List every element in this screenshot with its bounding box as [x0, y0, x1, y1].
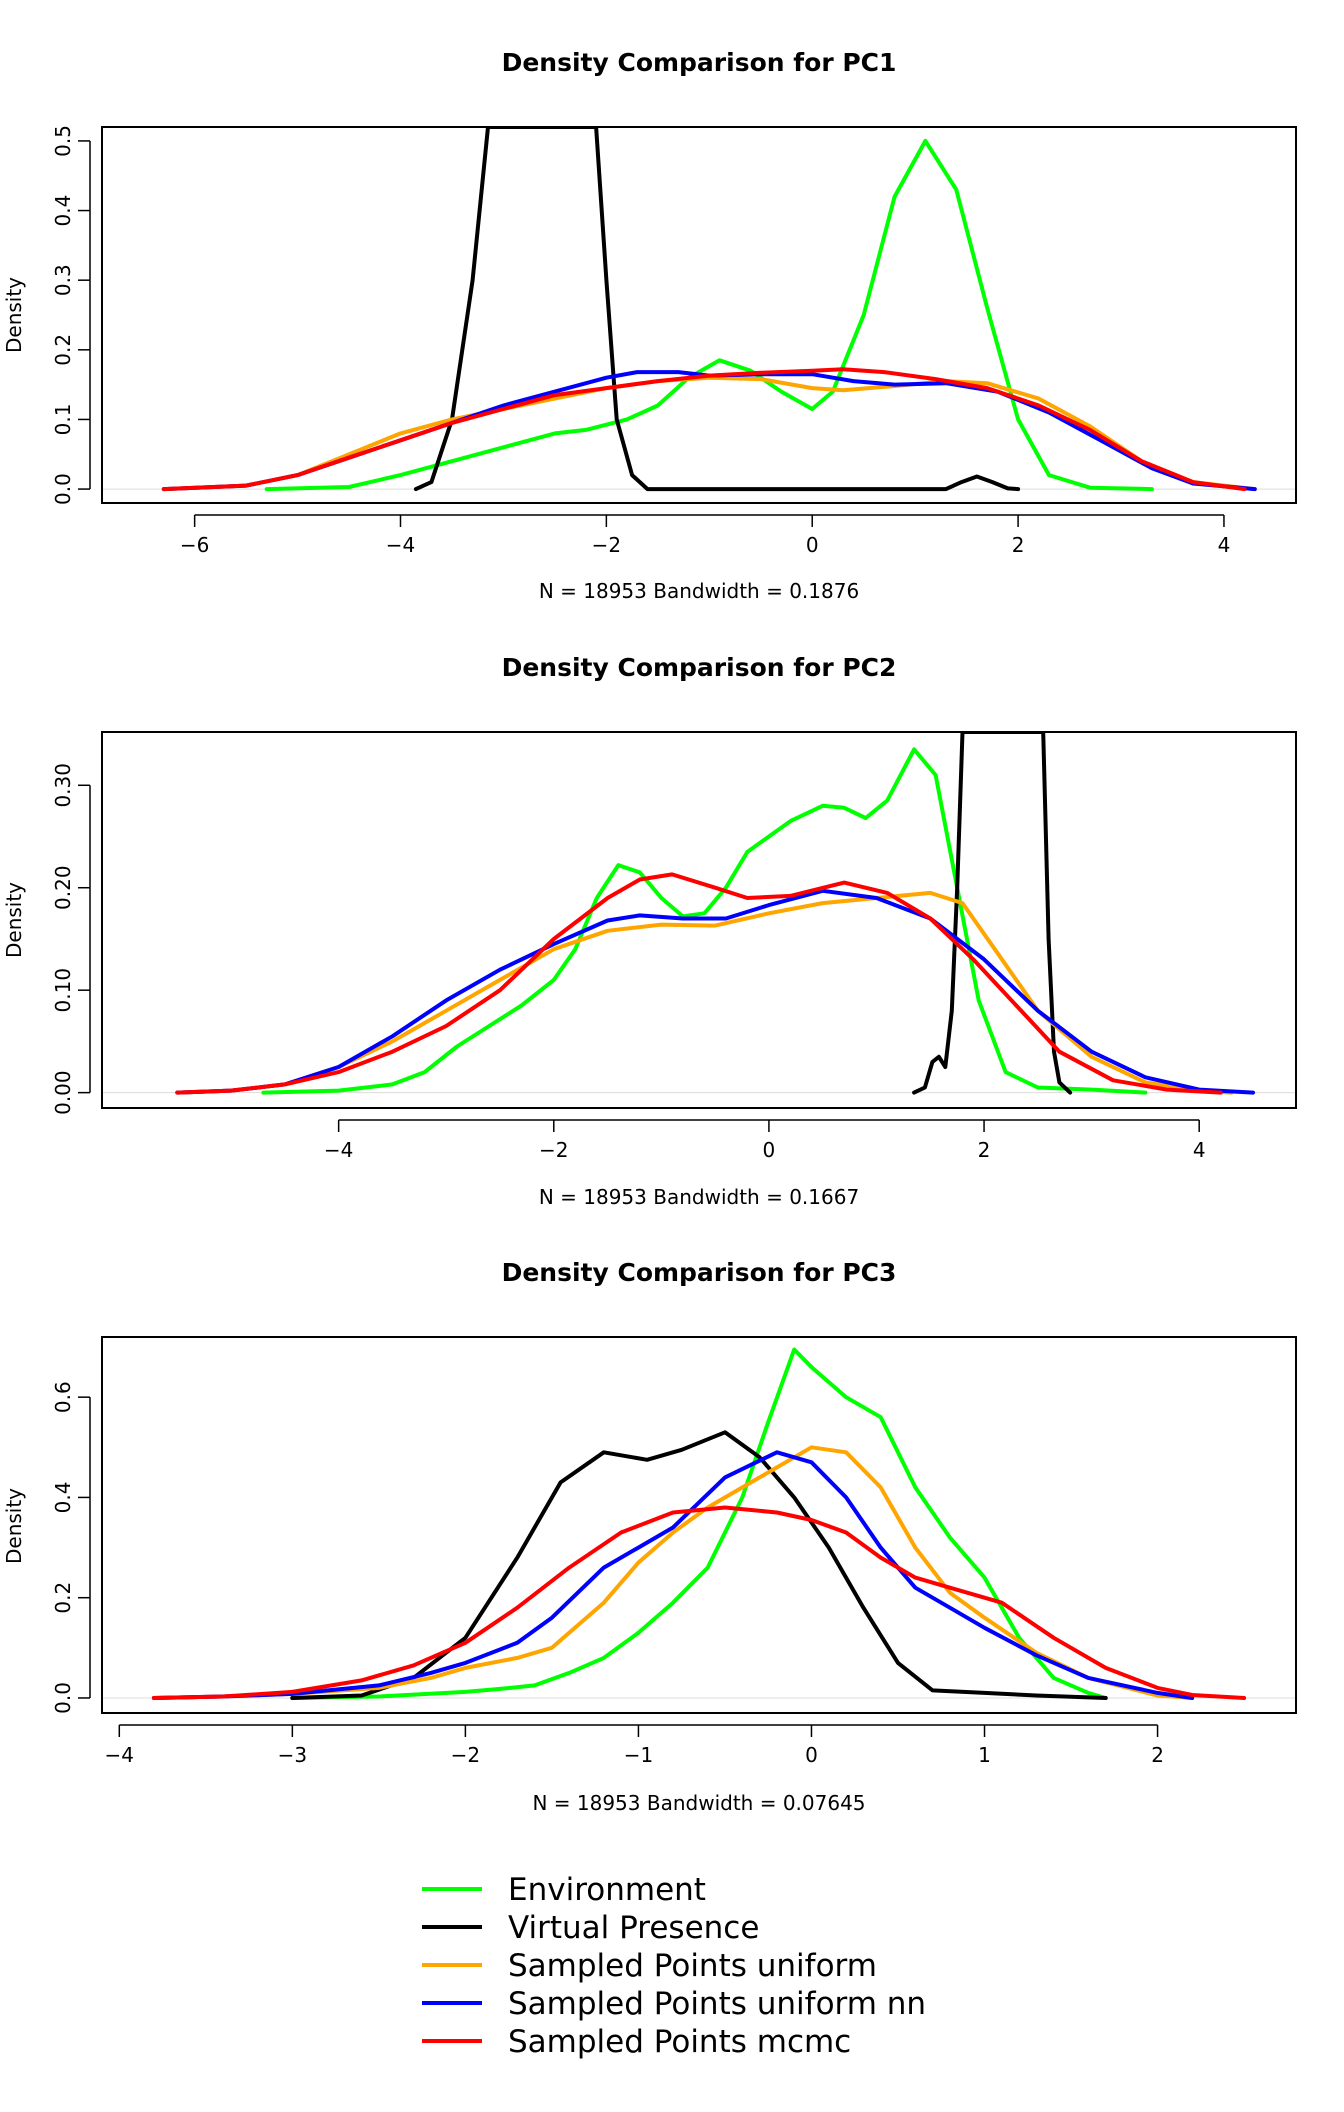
pc3-y-tick-label: 0.0	[51, 1682, 75, 1714]
pc1-series-sampled-uniform	[161, 375, 1257, 492]
pc1-xlabel: N = 18953 Bandwidth = 0.1876	[539, 579, 859, 603]
pc1-y-tick-label: 0.1	[51, 404, 75, 436]
pc2-density-panel: Density Comparison for PC2 Density N = 1…	[2, 653, 1297, 1209]
pc1-x-tick-label: −4	[386, 533, 415, 557]
legend-label-sampled-uniform: Sampled Points uniform	[508, 1948, 877, 1984]
pc3-series-environment	[290, 1347, 1108, 1700]
pc3-series-virtual-presence	[290, 1430, 1108, 1700]
pc2-x-tick-label: −2	[539, 1138, 568, 1162]
pc1-y-tick-label: 0.4	[51, 195, 75, 227]
pc1-y-tick-label: 0.5	[51, 125, 75, 157]
pc3-x-tick-label: 1	[978, 1743, 991, 1767]
pc1-y-tick-label: 0.2	[51, 334, 75, 366]
pc2-plot-frame	[101, 731, 1297, 1109]
pc1-plot-frame	[101, 126, 1297, 504]
pc2-ylabel: Density	[2, 882, 26, 958]
pc3-xlabel: N = 18953 Bandwidth = 0.07645	[532, 1791, 865, 1815]
pc1-x-tick-label: −6	[180, 533, 209, 557]
legend: Environment Virtual Presence Sampled Poi…	[422, 1872, 926, 2060]
pc1-x-tick-label: −2	[592, 533, 621, 557]
pc1-y-tick-label: 0.0	[51, 473, 75, 505]
pc1-x-tick-label: 0	[806, 533, 819, 557]
legend-label-sampled-uniform-nn: Sampled Points uniform nn	[508, 1986, 926, 2022]
pc2-y-tick-label: 0.10	[51, 968, 75, 1013]
pc1-ylabel: Density	[2, 277, 26, 353]
pc2-series-sampled-uniform-nn	[175, 888, 1255, 1095]
pc1-series-sampled-mcmc	[161, 367, 1247, 492]
pc3-y-tick-label: 0.2	[51, 1582, 75, 1614]
pc1-x-tick-label: 4	[1218, 533, 1231, 557]
pc2-y-tick-label: 0.30	[51, 763, 75, 808]
pc3-title: Density Comparison for PC3	[502, 1258, 897, 1287]
pc3-y-tick-label: 0.4	[51, 1482, 75, 1514]
legend-label-environment: Environment	[508, 1872, 706, 1908]
pc1-y-tick-label: 0.3	[51, 264, 75, 296]
pc3-x-tick-label: −4	[105, 1743, 134, 1767]
pc3-series-sampled-mcmc	[151, 1505, 1247, 1700]
pc3-x-tick-label: 2	[1151, 1743, 1164, 1767]
pc2-xlabel: N = 18953 Bandwidth = 0.1667	[539, 1185, 859, 1209]
pc1-x-tick-label: 2	[1012, 533, 1025, 557]
pc2-series-sampled-uniform	[175, 890, 1234, 1095]
pc2-x-tick-label: 4	[1193, 1138, 1206, 1162]
pc3-density-panel: Density Comparison for PC3 Density N = 1…	[2, 1258, 1297, 1815]
legend-label-sampled-mcmc: Sampled Points mcmc	[508, 2024, 851, 2060]
pc2-x-tick-label: 0	[763, 1138, 776, 1162]
pc3-plot-frame	[101, 1336, 1297, 1714]
pc3-series-sampled-uniform-nn	[151, 1450, 1195, 1700]
pc1-series-environment	[264, 138, 1154, 492]
pc2-series-virtual-presence	[912, 732, 1073, 1095]
pc2-y-tick-label: 0.20	[51, 865, 75, 910]
pc2-series-sampled-mcmc	[175, 872, 1223, 1095]
pc3-x-tick-label: −3	[278, 1743, 307, 1767]
pc3-x-tick-label: −2	[451, 1743, 480, 1767]
legend-label-virtual-presence: Virtual Presence	[508, 1910, 759, 1946]
pc2-title: Density Comparison for PC2	[502, 653, 897, 682]
pc3-y-tick-label: 0.6	[51, 1381, 75, 1413]
pc1-title: Density Comparison for PC1	[502, 48, 897, 77]
pc2-y-tick-label: 0.00	[51, 1070, 75, 1115]
pc3-ylabel: Density	[2, 1488, 26, 1564]
pc2-x-tick-label: −4	[324, 1138, 353, 1162]
pc3-x-tick-label: 0	[805, 1743, 818, 1767]
pc1-series-virtual-presence	[413, 127, 1021, 492]
pc3-x-tick-label: −1	[624, 1743, 653, 1767]
pc1-density-panel: Density Comparison for PC1 Density N = 1…	[2, 48, 1297, 603]
pc2-x-tick-label: 2	[978, 1138, 991, 1162]
